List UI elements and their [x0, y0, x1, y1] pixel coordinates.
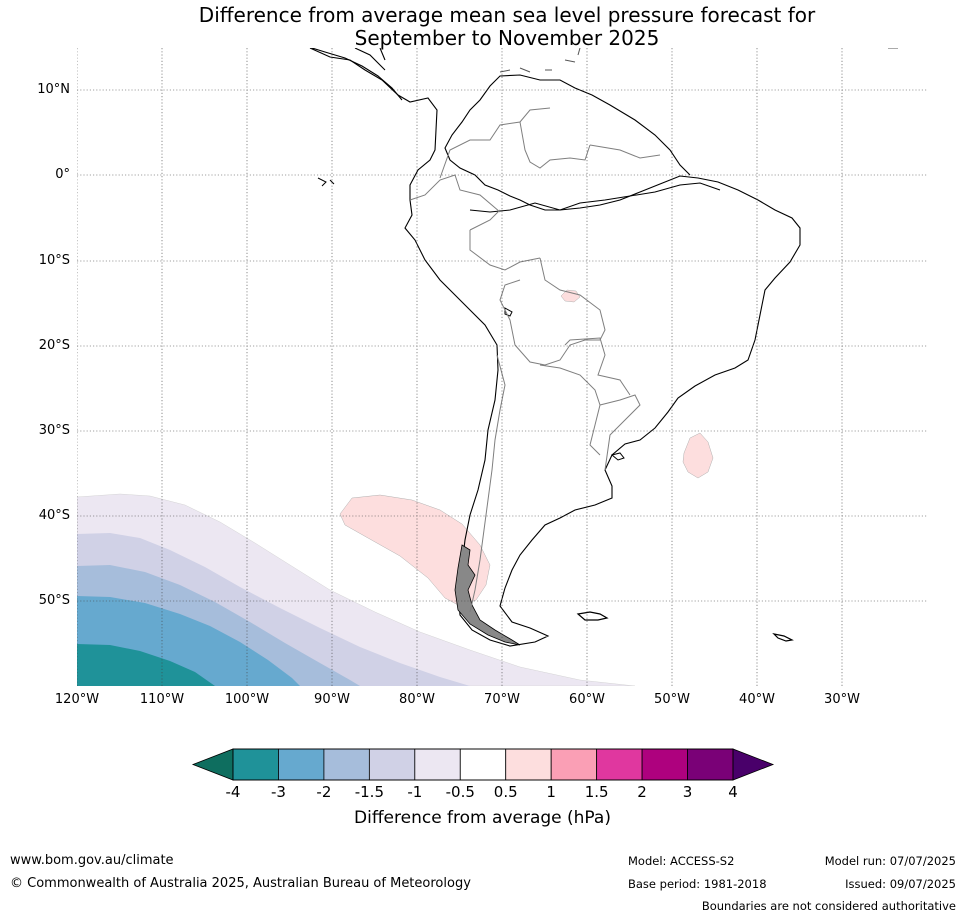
colorbar-segment: [323, 748, 370, 781]
lagoa-dos-patos: [610, 452, 625, 461]
lat-label-40s: 40°S: [38, 508, 70, 523]
colorbar-segment: [505, 748, 552, 781]
colorbar-tick-label: -2: [316, 783, 332, 801]
colorbar-tick-label: -0.5: [445, 783, 475, 801]
lon-label-90w: 90°W: [314, 692, 350, 707]
lat-label-30s: 30°S: [38, 423, 70, 438]
colorbar-segment: [232, 748, 279, 781]
colorbar-segment: [687, 748, 734, 781]
colorbar-segment: [459, 748, 507, 781]
footer-model-run: Model run: 07/07/2025: [824, 854, 956, 868]
falkland-islands: [576, 611, 609, 621]
colorbar-tick-label: 1: [546, 783, 556, 801]
footer-base-period: Base period: 1981-2018: [628, 877, 767, 891]
colorbar-tick-label: 0.5: [493, 783, 518, 801]
colorbar-tick-label: -1: [407, 783, 423, 801]
title-line2: September to November 2025: [354, 26, 660, 50]
colorbar-segment: [596, 748, 643, 781]
colorbar-title: Difference from average (hPa): [354, 808, 611, 828]
colorbar-tick-label: 2: [637, 783, 647, 801]
colorbar-segment: [550, 748, 598, 781]
footer-model: Model: ACCESS-S2: [628, 854, 735, 868]
caribbean-islands: [499, 48, 898, 73]
colorbar-segment: [641, 748, 688, 781]
lat-label-10s: 10°S: [38, 253, 70, 268]
lat-label-10n: 10°N: [37, 82, 70, 97]
graticule: [77, 48, 927, 686]
lon-label-80w: 80°W: [399, 692, 435, 707]
anomaly-patch-bolivia: [560, 289, 581, 303]
amazon-river: [469, 182, 721, 213]
footer-copyright: © Commonwealth of Australia 2025, Austra…: [10, 876, 471, 891]
lake-titicaca: [504, 307, 513, 317]
lon-label-70w: 70°W: [484, 692, 520, 707]
central-america-coastline: [311, 48, 403, 101]
colorbar-segment: [414, 748, 461, 781]
footer-boundaries: Boundaries are not considered authoritat…: [701, 899, 956, 913]
lat-label-0: 0°: [55, 167, 70, 182]
anomaly-band--3: [77, 644, 215, 686]
colorbar-tick-label: -1.5: [354, 783, 384, 801]
galapagos: [317, 177, 335, 187]
colorbar-tick-label: -3: [270, 783, 286, 801]
left-arrow-icon: [191, 748, 234, 781]
lon-label-110w: 110°W: [139, 692, 185, 707]
lon-label-100w: 100°W: [224, 692, 270, 707]
footer-issued: Issued: 09/07/2025: [845, 877, 956, 891]
lat-label-50s: 50°S: [38, 593, 70, 608]
south-america-coastline: [309, 48, 801, 647]
colorbar-tick-label: 1.5: [584, 783, 609, 801]
pressure-map: [77, 48, 927, 686]
colorbar-segment: [368, 748, 416, 781]
anomaly-patch-atlantic: [682, 432, 714, 479]
footer-website[interactable]: www.bom.gov.au/climate: [10, 853, 174, 868]
map-title: Difference from average mean sea level p…: [0, 4, 965, 50]
colorbar-tick-label: 3: [682, 783, 693, 801]
right-arrow-icon: [732, 748, 775, 781]
colorbar-segment: [278, 748, 325, 781]
lon-label-30w: 30°W: [824, 692, 860, 707]
lon-label-120w: 120°W: [54, 692, 100, 707]
colorbar-tick-label: -4: [225, 783, 241, 801]
lon-label-40w: 40°W: [739, 692, 775, 707]
title-line1: Difference from average mean sea level p…: [198, 3, 816, 27]
anomaly-patch-pacific: [339, 494, 491, 607]
south-georgia: [772, 633, 794, 642]
colorbar-tick-label: 4: [728, 783, 738, 801]
lat-label-20s: 20°S: [38, 338, 70, 353]
lon-label-50w: 50°W: [654, 692, 690, 707]
chile-archipelago: [454, 544, 521, 646]
lon-label-60w: 60°W: [569, 692, 605, 707]
